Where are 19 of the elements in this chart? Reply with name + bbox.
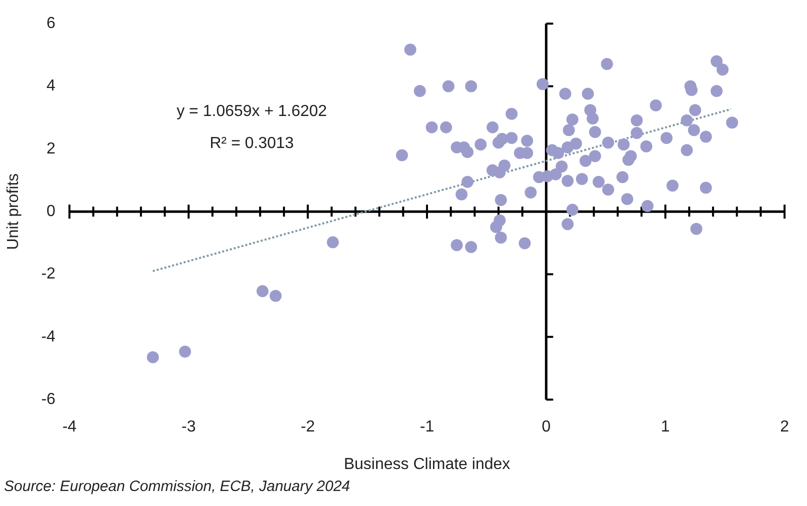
x-tick-label: -1	[420, 418, 434, 436]
y-tick-label: 2	[46, 140, 56, 158]
y-axis-title: Unit profits	[5, 173, 22, 250]
x-tick-label: -4	[62, 418, 77, 436]
x-axis-title: Business Climate index	[344, 456, 510, 473]
x-tick-label: 0	[542, 418, 551, 436]
annotation: y = 1.0659x + 1.6202	[176, 103, 328, 120]
y-tick-label: -2	[41, 266, 56, 283]
y-tick-label: 6	[46, 15, 56, 32]
x-tick-label: -2	[300, 418, 316, 436]
x-tick-label: -3	[181, 418, 196, 436]
y-tick-label: -4	[41, 328, 56, 346]
x-tick-label: 1	[660, 418, 670, 436]
x-tick-label: 2	[780, 418, 790, 436]
y-tick-label: 4	[46, 78, 56, 95]
y-tick-label: 0	[46, 203, 56, 220]
source-note: Source: European Commission, ECB, January 2024	[4, 478, 350, 495]
annotation: R² = 0.3013	[210, 135, 294, 152]
y-tick-label: -6	[41, 391, 56, 408]
